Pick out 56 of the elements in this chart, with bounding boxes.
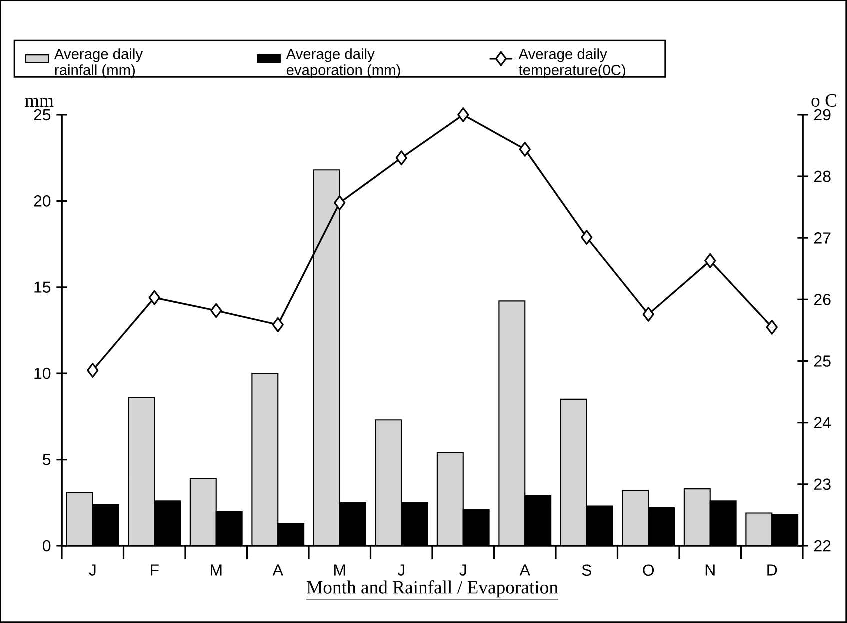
point bbox=[458, 108, 470, 122]
point bbox=[519, 142, 531, 157]
x-tick-label: A bbox=[520, 564, 530, 576]
y-tick-label: 10 bbox=[34, 368, 51, 380]
point bbox=[581, 230, 593, 245]
y-axis-title: mm bbox=[25, 98, 54, 107]
x-tick-label: J bbox=[398, 564, 404, 576]
y-tick-label: 15 bbox=[34, 282, 51, 293]
x-tick-label: D bbox=[768, 564, 778, 576]
x-tick-label: N bbox=[706, 564, 715, 576]
y2-tick-label: 28 bbox=[814, 170, 831, 182]
bar bbox=[190, 478, 217, 546]
x-tick-label: M bbox=[334, 564, 346, 576]
point bbox=[704, 253, 716, 268]
y-tick-label: 25 bbox=[34, 109, 51, 121]
point bbox=[272, 317, 284, 332]
bar bbox=[375, 420, 402, 546]
y-tick-label: 0 bbox=[43, 540, 51, 552]
x-tick-label: J bbox=[460, 564, 466, 576]
point bbox=[210, 303, 222, 318]
y2-tick-label: 22 bbox=[814, 540, 831, 552]
bar bbox=[622, 490, 650, 546]
y2-tick-label: 25 bbox=[814, 356, 831, 367]
point bbox=[87, 363, 99, 378]
y2-tick-label: 27 bbox=[814, 232, 831, 244]
bar bbox=[436, 452, 464, 546]
point bbox=[334, 196, 346, 211]
legend-label: Average daily temperature(0C) bbox=[518, 48, 626, 78]
x-tick-label: J bbox=[89, 564, 96, 576]
point bbox=[396, 150, 408, 166]
x-axis-title: Month and Rainfall / Evaporation bbox=[307, 580, 558, 598]
point bbox=[766, 320, 778, 335]
y2-axis-title: o C bbox=[812, 94, 836, 107]
y-tick-label: 20 bbox=[34, 196, 51, 207]
x-tick-label: O bbox=[643, 564, 654, 576]
bar bbox=[313, 170, 340, 546]
bar bbox=[128, 397, 156, 546]
bar bbox=[684, 488, 711, 546]
legend-label: Average daily rainfall (mm) bbox=[54, 48, 143, 78]
y2-tick-label: 29 bbox=[814, 109, 831, 121]
x-tick-label: F bbox=[151, 564, 159, 576]
bar bbox=[560, 398, 588, 546]
bar bbox=[498, 300, 526, 546]
x-tick-label: S bbox=[582, 564, 592, 576]
y2-tick-label: 24 bbox=[814, 417, 832, 428]
y2-tick-label: 26 bbox=[814, 294, 831, 306]
bar bbox=[252, 373, 279, 546]
y2-tick-label: 23 bbox=[814, 478, 831, 490]
y-tick-label: 5 bbox=[43, 454, 51, 466]
x-tick-label: M bbox=[211, 564, 222, 576]
legend-label: Average daily evaporation (mm) bbox=[286, 48, 400, 78]
bar bbox=[66, 492, 94, 546]
point bbox=[148, 290, 160, 306]
bar bbox=[746, 512, 773, 546]
x-tick-label: A bbox=[272, 564, 284, 576]
point bbox=[642, 307, 654, 322]
